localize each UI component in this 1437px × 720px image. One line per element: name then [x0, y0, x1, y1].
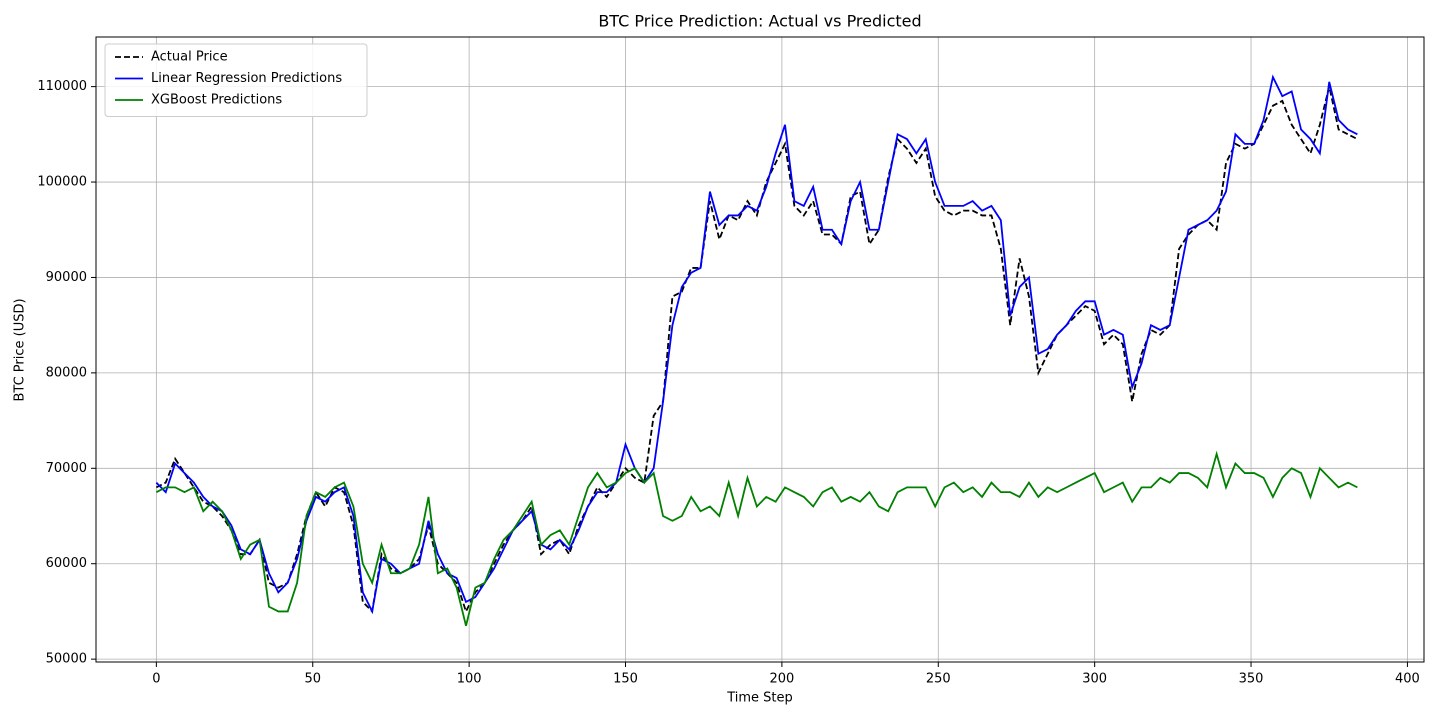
x-tick-label: 0	[152, 672, 160, 687]
x-tick-label: 50	[304, 672, 321, 687]
chart-title: BTC Price Prediction: Actual vs Predicte…	[598, 12, 921, 31]
plot-frame	[95, 36, 1425, 663]
y-tick-label: 110000	[37, 79, 87, 94]
y-tick-label: 90000	[46, 270, 87, 285]
x-tick-label: 300	[1082, 672, 1107, 687]
series-line	[155, 74, 1358, 615]
legend-label: Linear Regression Predictions	[151, 71, 342, 86]
x-tick-label: 200	[769, 672, 794, 687]
legend-label: XGBoost Predictions	[151, 93, 282, 108]
y-tick-label: 100000	[37, 175, 87, 190]
series-line	[155, 450, 1358, 626]
x-tick-label: 350	[1239, 672, 1264, 687]
legend-label: Actual Price	[151, 50, 228, 65]
x-tick-label: 250	[926, 672, 951, 687]
legend-box	[104, 43, 368, 117]
y-axis-label: BTC Price (USD)	[13, 298, 28, 401]
series-line	[155, 86, 1358, 614]
x-tick-label: 100	[457, 672, 482, 687]
x-axis-label: Time Step	[726, 691, 793, 706]
y-tick-label: 50000	[46, 652, 87, 667]
y-tick-label: 80000	[46, 365, 87, 380]
x-tick-label: 150	[613, 672, 638, 687]
y-tick-label: 70000	[46, 461, 87, 476]
x-tick-label: 400	[1395, 672, 1420, 687]
y-tick-label: 60000	[46, 556, 87, 571]
